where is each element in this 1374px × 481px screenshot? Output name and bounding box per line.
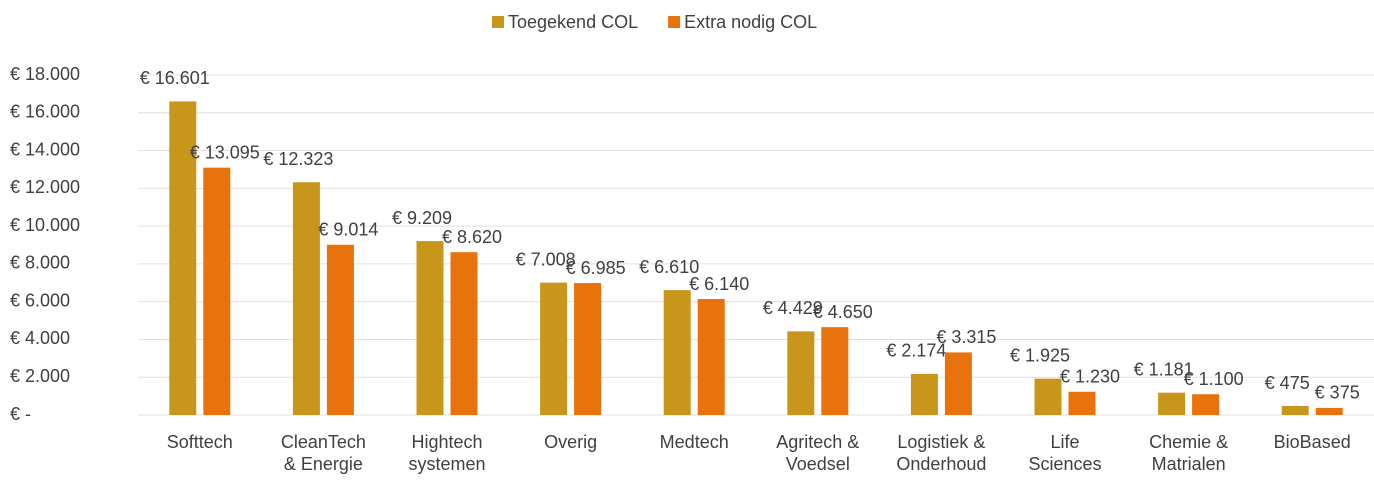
value-label: € 1.230	[1060, 367, 1120, 387]
y-tick-label: € 12.000	[10, 177, 80, 197]
value-label: € 1.100	[1184, 369, 1244, 389]
bar	[540, 282, 568, 415]
bar	[1281, 406, 1309, 415]
bar	[450, 252, 478, 415]
bar	[1068, 391, 1096, 415]
bar	[663, 290, 691, 415]
bar	[821, 327, 849, 415]
x-tick-label: Softtech	[167, 432, 233, 452]
x-tick-label: CleanTech & Energie	[281, 432, 366, 474]
bar	[1192, 394, 1220, 415]
bar	[326, 244, 354, 415]
bar	[697, 299, 725, 415]
value-label: € 9.014	[318, 219, 378, 239]
value-label: € 475	[1265, 373, 1310, 393]
y-tick-label: € 2.000	[10, 366, 70, 386]
x-tick-label: Life Sciences	[1028, 432, 1101, 474]
value-label: € 9.209	[392, 208, 452, 228]
value-label: € 6.985	[566, 258, 626, 278]
legend-swatch	[492, 16, 504, 28]
bar	[944, 352, 972, 415]
x-tick-label: Medtech	[660, 432, 729, 452]
y-tick-label: € 10.000	[10, 215, 80, 235]
x-tick-label: Logistiek & Onderhoud	[896, 432, 986, 474]
bar	[787, 331, 815, 415]
y-tick-label: € 14.000	[10, 139, 80, 159]
value-label: € 7.008	[516, 249, 576, 269]
y-tick-label: € 8.000	[10, 253, 70, 273]
value-label: € 4.429	[763, 298, 823, 318]
legend-label: Toegekend COL	[508, 12, 638, 32]
legend-swatch	[668, 16, 681, 28]
legend-label: Extra nodig COL	[684, 12, 817, 32]
y-tick-label: € -	[10, 404, 31, 424]
value-label: € 2.174	[886, 341, 946, 361]
bar	[1315, 407, 1343, 415]
y-tick-label: € 18.000	[10, 64, 80, 84]
value-label: € 1.181	[1134, 359, 1194, 379]
x-tick-label: Overig	[544, 432, 597, 452]
value-label: € 1.925	[1010, 345, 1070, 365]
bar	[1158, 392, 1186, 415]
value-label: € 8.620	[442, 227, 502, 247]
value-label: € 12.323	[263, 149, 333, 169]
x-tick-label: Chemie & Matrialen	[1149, 432, 1228, 474]
y-tick-label: € 6.000	[10, 290, 70, 310]
value-label: € 4.650	[813, 302, 873, 322]
value-label: € 16.601	[140, 68, 210, 88]
x-tick-label: BioBased	[1274, 432, 1351, 452]
value-label: € 13.095	[190, 142, 260, 162]
value-label: € 3.315	[936, 327, 996, 347]
x-tick-label: Agritech & Voedsel	[776, 432, 859, 474]
bar	[292, 182, 320, 415]
y-tick-label: € 4.000	[10, 328, 70, 348]
value-label: € 375	[1315, 383, 1360, 403]
value-label: € 6.140	[689, 274, 749, 294]
x-tick-label: Hightech systemen	[408, 432, 485, 474]
bar	[416, 241, 444, 415]
bar	[1034, 378, 1062, 415]
bar	[574, 283, 602, 415]
y-tick-label: € 16.000	[10, 102, 80, 122]
bar	[910, 373, 938, 415]
bar	[203, 167, 231, 415]
value-label: € 6.610	[639, 257, 699, 277]
bar	[169, 101, 197, 416]
